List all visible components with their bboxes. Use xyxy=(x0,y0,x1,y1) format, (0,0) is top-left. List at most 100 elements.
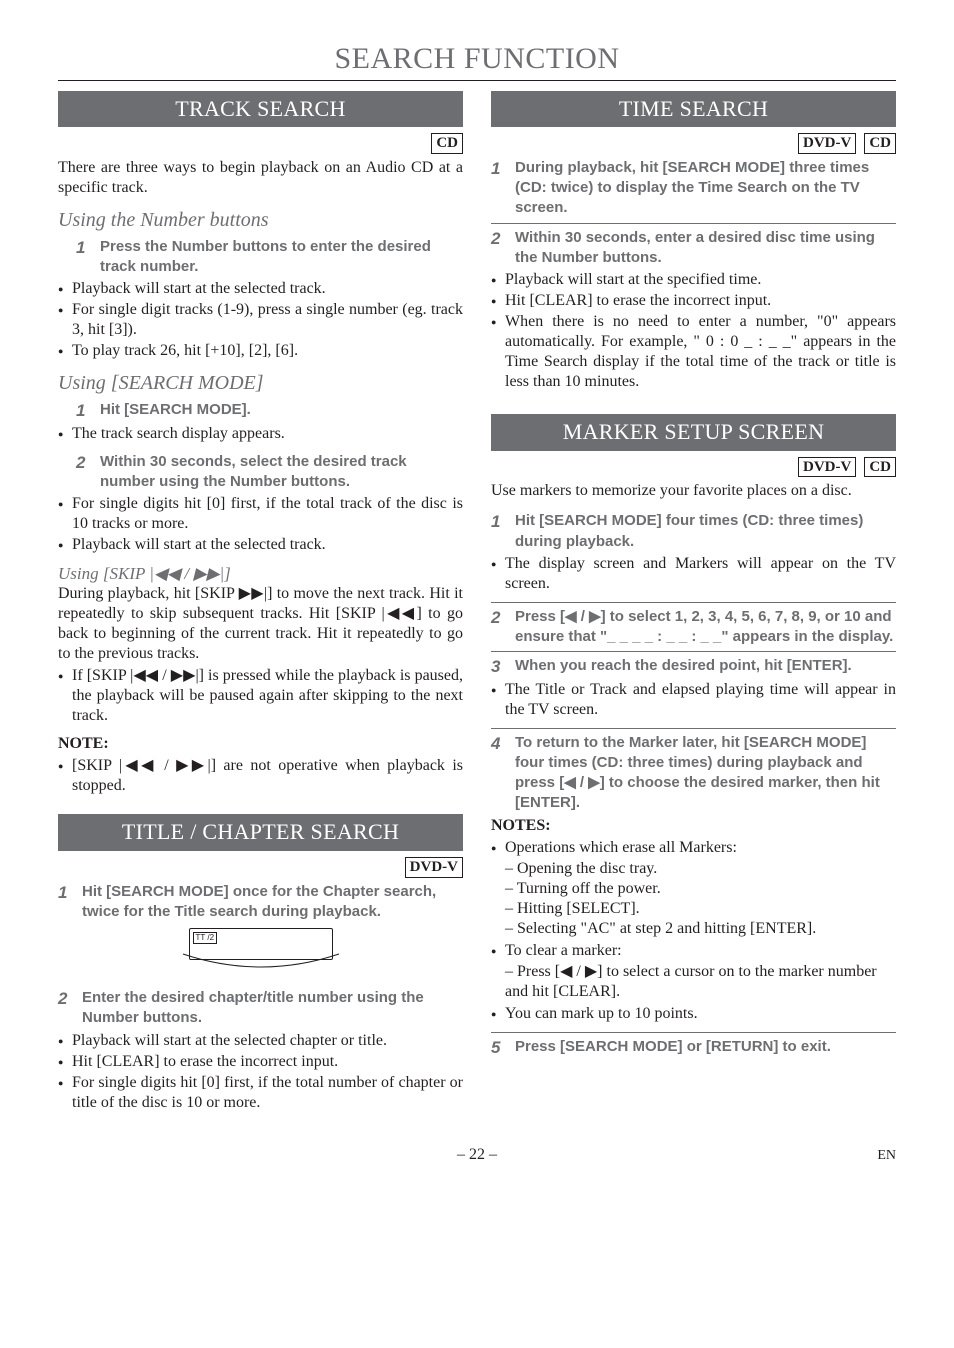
divider xyxy=(491,728,896,729)
badge-cd: CD xyxy=(864,457,896,478)
step-number: 1 xyxy=(491,511,505,532)
step: 2 Enter the desired chapter/title number… xyxy=(58,988,463,1029)
list-item: For single digit tracks (1-9), press a s… xyxy=(58,300,463,340)
step-number: 2 xyxy=(491,607,505,628)
list-item: Hit [CLEAR] to erase the incorrect input… xyxy=(491,291,896,311)
step-text: To return to the Marker later, hit [SEAR… xyxy=(515,733,896,814)
badge-dvdv: DVD-V xyxy=(798,133,856,154)
list-item: [SKIP |◀◀ / ▶▶|] are not operative when … xyxy=(58,756,463,796)
using-skip-title: Using [SKIP |◀◀ / ▶▶|] xyxy=(58,563,463,584)
using-search-mode-title: Using [SEARCH MODE] xyxy=(58,371,463,396)
step-number: 1 xyxy=(76,400,90,421)
step: 5 Press [SEARCH MODE] or [RETURN] to exi… xyxy=(491,1037,896,1058)
search-display-illustration: TT /2 xyxy=(181,928,341,978)
badge-dvdv: DVD-V xyxy=(405,857,463,878)
time-search-badges: DVD-V CD xyxy=(491,133,896,154)
marker-badges: DVD-V CD xyxy=(491,457,896,478)
marker-intro: Use markers to memorize your favorite pl… xyxy=(491,481,896,501)
time-search-heading: TIME SEARCH xyxy=(491,91,896,128)
list-item: Opening the disc tray. xyxy=(505,859,896,879)
divider xyxy=(491,651,896,652)
using-skip-para: During playback, hit [SKIP ▶▶|] to move … xyxy=(58,584,463,664)
list-item: Playback will start at the selected trac… xyxy=(58,279,463,299)
step-text: During playback, hit [SEARCH MODE] three… xyxy=(515,158,896,219)
track-search-intro: There are three ways to begin playback o… xyxy=(58,158,463,198)
step: 1 Hit [SEARCH MODE] once for the Chapter… xyxy=(58,882,463,923)
divider xyxy=(491,602,896,603)
step-text: Hit [SEARCH MODE] four times (CD: three … xyxy=(515,511,896,552)
list-item: To clear a marker: xyxy=(491,941,896,961)
step-number: 5 xyxy=(491,1037,505,1058)
list-item: When there is no need to enter a number,… xyxy=(491,312,896,392)
track-search-badges: CD xyxy=(58,133,463,154)
list-item: Operations which erase all Markers: xyxy=(491,838,896,858)
step-text: Hit [SEARCH MODE]. xyxy=(100,400,463,420)
page-title: SEARCH FUNCTION xyxy=(58,40,896,81)
step: 2 Within 30 seconds, select the desired … xyxy=(76,452,463,493)
step-text: Within 30 seconds, enter a desired disc … xyxy=(515,228,896,269)
step-text: Within 30 seconds, select the desired tr… xyxy=(100,452,463,493)
step-text: Press [◀ / ▶] to select 1, 2, 3, 4, 5, 6… xyxy=(515,607,896,648)
illus-text: TT /2 xyxy=(193,932,218,944)
list-item: Hit [CLEAR] to erase the incorrect input… xyxy=(58,1052,463,1072)
bullet-list: If [SKIP |◀◀ / ▶▶|] is pressed while the… xyxy=(58,666,463,726)
step-text: When you reach the desired point, hit [E… xyxy=(515,656,896,676)
step-number: 3 xyxy=(491,656,505,677)
step-number: 2 xyxy=(491,228,505,249)
language-mark: EN xyxy=(877,1147,896,1165)
step-number: 2 xyxy=(58,988,72,1009)
note-label: NOTE: xyxy=(58,734,463,754)
bullet-list: For single digits hit [0] first, if the … xyxy=(58,494,463,555)
step: 4 To return to the Marker later, hit [SE… xyxy=(491,733,896,814)
dash-list: Press [◀ / ▶] to select a cursor on to t… xyxy=(505,962,896,1002)
list-item: To play track 26, hit [+10], [2], [6]. xyxy=(58,341,463,361)
bullet-list: The Title or Track and elapsed playing t… xyxy=(491,680,896,720)
step-number: 1 xyxy=(58,882,72,903)
step: 1 During playback, hit [SEARCH MODE] thr… xyxy=(491,158,896,219)
step-text: Press [SEARCH MODE] or [RETURN] to exit. xyxy=(515,1037,896,1057)
step: 3 When you reach the desired point, hit … xyxy=(491,656,896,677)
list-item: For single digits hit [0] first, if the … xyxy=(58,494,463,534)
badge-cd: CD xyxy=(431,133,463,154)
badge-dvdv: DVD-V xyxy=(798,457,856,478)
title-chapter-heading: TITLE / CHAPTER SEARCH xyxy=(58,814,463,851)
step-number: 4 xyxy=(491,733,505,754)
list-item: The track search display appears. xyxy=(58,424,463,444)
list-item: Playback will start at the specified tim… xyxy=(491,270,896,290)
bullet-list: The track search display appears. xyxy=(58,424,463,444)
step-number: 2 xyxy=(76,452,90,473)
page-number: – 22 – xyxy=(58,1145,896,1165)
illus-curve-icon xyxy=(181,952,341,974)
list-item: For single digits hit [0] first, if the … xyxy=(58,1073,463,1113)
divider xyxy=(491,1032,896,1033)
step-number: 1 xyxy=(76,237,90,258)
bullet-list: The display screen and Markers will appe… xyxy=(491,554,896,594)
bullet-list: To clear a marker: xyxy=(491,941,896,961)
list-item: The Title or Track and elapsed playing t… xyxy=(491,680,896,720)
list-item: If [SKIP |◀◀ / ▶▶|] is pressed while the… xyxy=(58,666,463,726)
step-number: 1 xyxy=(491,158,505,179)
bullet-list: You can mark up to 10 points. xyxy=(491,1004,896,1024)
using-number-title: Using the Number buttons xyxy=(58,208,463,233)
list-item: Playback will start at the selected trac… xyxy=(58,535,463,555)
list-item: You can mark up to 10 points. xyxy=(491,1004,896,1024)
step: 2 Press [◀ / ▶] to select 1, 2, 3, 4, 5,… xyxy=(491,607,896,648)
step-text: Press the Number buttons to enter the de… xyxy=(100,237,463,278)
step: 2 Within 30 seconds, enter a desired dis… xyxy=(491,228,896,269)
list-item: Selecting "AC" at step 2 and hitting [EN… xyxy=(505,919,896,939)
divider xyxy=(491,223,896,224)
notes-label: NOTES: xyxy=(491,816,896,836)
title-chapter-badges: DVD-V xyxy=(58,857,463,878)
left-column: TRACK SEARCH CD There are three ways to … xyxy=(58,91,463,1121)
step-text: Hit [SEARCH MODE] once for the Chapter s… xyxy=(82,882,463,923)
step: 1 Hit [SEARCH MODE]. xyxy=(76,400,463,421)
track-search-heading: TRACK SEARCH xyxy=(58,91,463,128)
step-text: Enter the desired chapter/title number u… xyxy=(82,988,463,1029)
bullet-list: Operations which erase all Markers: xyxy=(491,838,896,858)
list-item: Hitting [SELECT]. xyxy=(505,899,896,919)
two-column-layout: TRACK SEARCH CD There are three ways to … xyxy=(58,91,896,1121)
list-item: Press [◀ / ▶] to select a cursor on to t… xyxy=(505,962,896,1002)
step: 1 Hit [SEARCH MODE] four times (CD: thre… xyxy=(491,511,896,552)
bullet-list: Playback will start at the selected chap… xyxy=(58,1031,463,1113)
list-item: Turning off the power. xyxy=(505,879,896,899)
